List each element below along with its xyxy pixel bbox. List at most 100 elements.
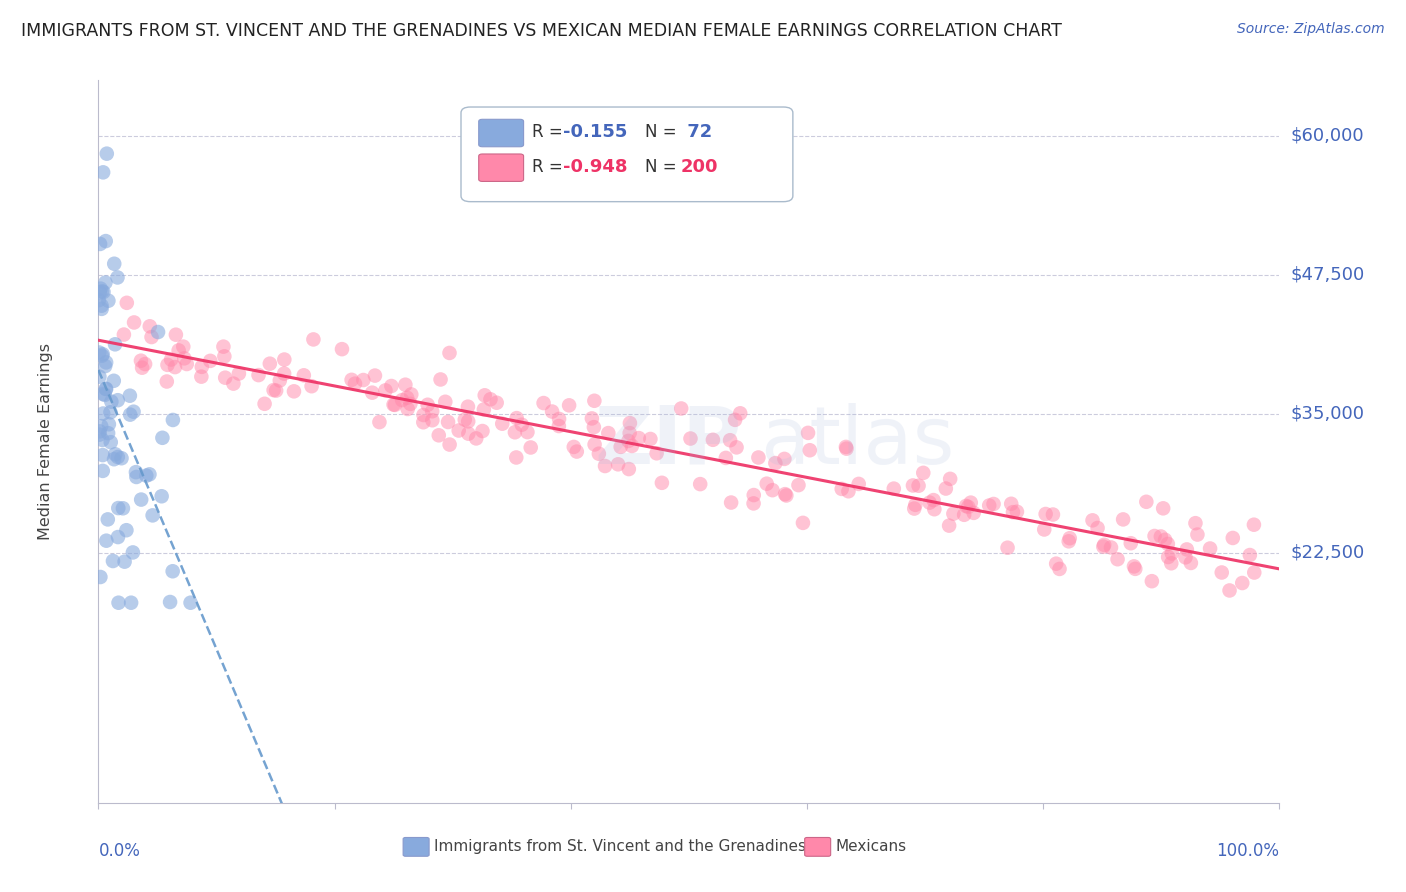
Point <box>91 464 114 478</box>
Point <box>364 368 387 383</box>
Point <box>269 374 291 388</box>
Point <box>1239 548 1261 562</box>
Point <box>141 330 163 344</box>
Point <box>103 374 125 388</box>
Text: 72: 72 <box>681 123 711 141</box>
Point <box>120 408 142 422</box>
Point <box>416 398 439 412</box>
Point <box>91 347 114 361</box>
Point <box>103 452 125 467</box>
Point <box>100 394 122 409</box>
Point <box>91 433 114 447</box>
Point <box>1123 559 1146 574</box>
Point <box>1150 529 1173 543</box>
Point <box>457 426 479 441</box>
Point <box>619 426 641 441</box>
Text: -0.155: -0.155 <box>562 123 627 141</box>
Point <box>89 425 111 439</box>
Point <box>1175 542 1198 557</box>
Text: R =: R = <box>531 158 568 176</box>
Point <box>97 426 120 441</box>
Point <box>89 570 111 584</box>
Point <box>135 468 157 483</box>
Text: ZIP: ZIP <box>595 402 742 481</box>
Point <box>619 416 641 430</box>
Point <box>651 475 673 490</box>
Point <box>640 432 662 446</box>
Point <box>474 388 496 402</box>
Point <box>583 393 606 408</box>
Point <box>627 431 650 445</box>
Point <box>391 393 413 408</box>
Point <box>214 349 236 363</box>
Point <box>548 412 571 426</box>
Point <box>90 282 112 296</box>
Point <box>533 396 555 410</box>
Point <box>94 355 117 369</box>
Point <box>953 508 976 522</box>
Point <box>792 516 814 530</box>
Point <box>104 447 127 461</box>
Point <box>343 376 366 391</box>
Point <box>1243 517 1265 532</box>
Point <box>396 391 419 405</box>
Point <box>302 333 325 347</box>
Point <box>361 385 384 400</box>
Point <box>797 425 820 440</box>
Point <box>471 424 494 438</box>
Point <box>191 359 214 374</box>
Point <box>983 497 1005 511</box>
Point <box>1092 540 1115 554</box>
Point <box>1211 566 1233 580</box>
Point <box>510 417 533 432</box>
Point <box>799 443 821 458</box>
Point <box>173 351 195 366</box>
Point <box>101 554 124 568</box>
Point <box>1184 516 1206 531</box>
Point <box>588 447 610 461</box>
FancyBboxPatch shape <box>404 838 429 856</box>
Point <box>131 360 153 375</box>
Point <box>273 367 295 381</box>
Point <box>97 293 120 308</box>
Point <box>465 431 488 445</box>
Point <box>901 478 924 492</box>
Point <box>122 545 145 559</box>
Point <box>724 413 747 427</box>
Point <box>1243 566 1265 580</box>
Point <box>922 493 945 508</box>
Point <box>139 319 162 334</box>
Point <box>104 337 127 351</box>
Text: N =: N = <box>645 123 682 141</box>
Point <box>979 499 1001 513</box>
Point <box>1119 536 1142 550</box>
Point <box>114 555 136 569</box>
Point <box>997 541 1019 555</box>
Point <box>163 360 186 375</box>
Point <box>775 488 797 502</box>
Point <box>505 411 527 425</box>
Point <box>1135 495 1157 509</box>
Point <box>159 595 181 609</box>
Point <box>156 375 179 389</box>
Point <box>457 414 479 428</box>
Point <box>454 412 477 426</box>
Point <box>761 483 783 498</box>
Point <box>384 398 406 412</box>
Point <box>620 439 643 453</box>
Text: $60,000: $60,000 <box>1291 127 1364 145</box>
Point <box>1035 507 1057 521</box>
Point <box>129 353 152 368</box>
Point <box>142 508 165 523</box>
Point <box>264 384 287 398</box>
Point <box>505 450 527 465</box>
Point <box>1112 512 1135 526</box>
Point <box>115 523 138 537</box>
Point <box>1057 534 1080 549</box>
Text: -0.948: -0.948 <box>562 158 627 176</box>
Text: Median Female Earnings: Median Female Earnings <box>38 343 53 540</box>
Point <box>742 488 765 502</box>
Point <box>212 340 235 354</box>
Point <box>94 382 117 396</box>
Point <box>516 425 538 439</box>
